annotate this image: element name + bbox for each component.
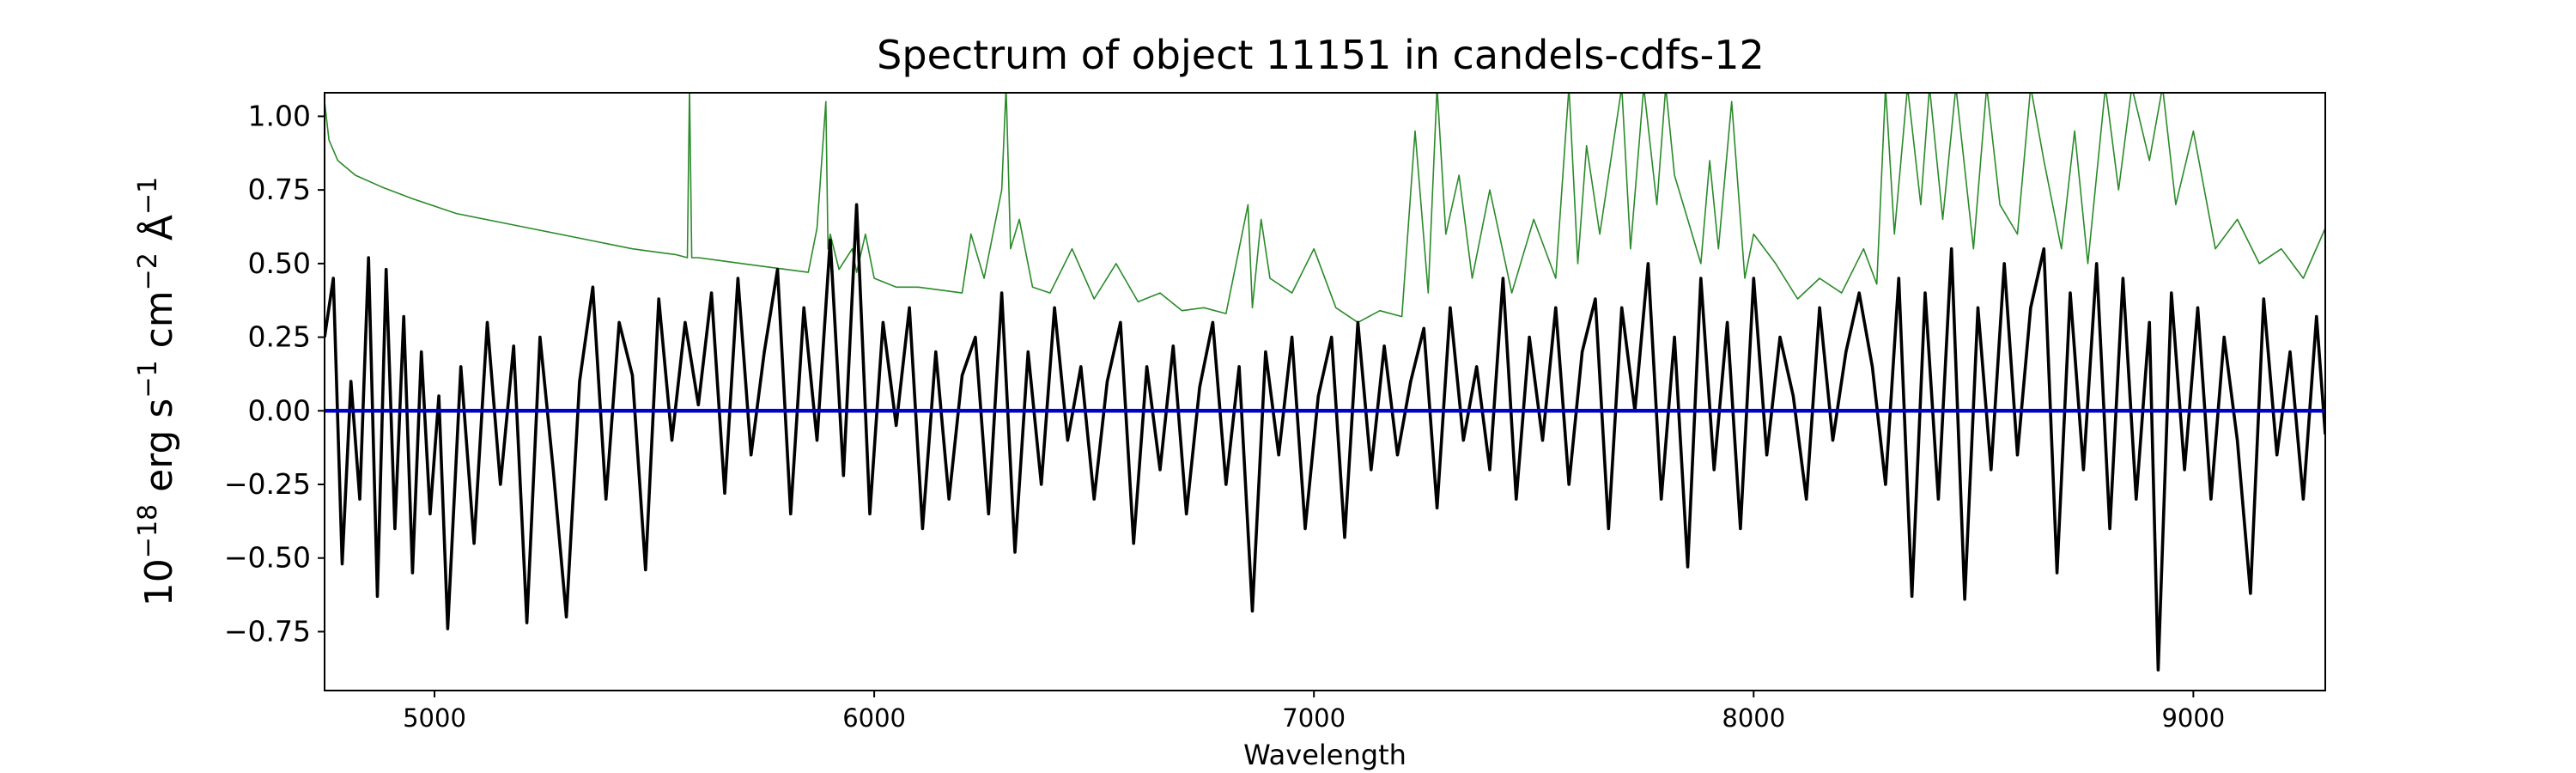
y-axis-label: 10−18 erg s−1 cm−2 Å−1 — [133, 177, 181, 606]
y-tick-label: 0.75 — [248, 173, 311, 206]
y-axis: −0.75 −0.50 −0.25 0.00 0.25 0.50 0.75 1.00 — [224, 99, 325, 648]
x-tick-label: 5000 — [403, 703, 466, 733]
plot-frame — [324, 92, 2326, 691]
y-tick-label: 0.25 — [248, 320, 311, 354]
svg-text:10−18 erg s−1 cm−2 Å−1: 10−18 erg s−1 cm−2 Å−1 — [133, 177, 181, 606]
plot-area — [324, 92, 2326, 691]
x-axis: 5000 6000 7000 8000 9000 — [403, 691, 2225, 733]
y-tick-label: −0.25 — [224, 467, 311, 501]
series-line-error — [325, 93, 2325, 324]
y-tick-label: 0.00 — [248, 393, 311, 427]
x-tick-label: 6000 — [842, 703, 906, 733]
x-axis-label: Wavelength — [1243, 739, 1406, 771]
x-tick-label: 8000 — [1722, 703, 1785, 733]
y-tick-label: 0.50 — [248, 247, 311, 280]
x-tick-label: 7000 — [1282, 703, 1346, 733]
y-tick-label: −0.75 — [224, 614, 311, 648]
series-line-flux — [325, 203, 2325, 672]
x-tick-label: 9000 — [2161, 703, 2225, 733]
y-tick-label: −0.50 — [224, 541, 311, 575]
chart-title: Spectrum of object 11151 in candels-cdfs… — [877, 32, 1765, 78]
y-tick-label: 1.00 — [248, 99, 311, 132]
